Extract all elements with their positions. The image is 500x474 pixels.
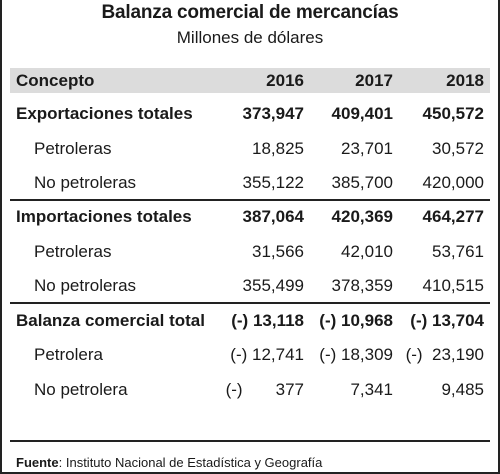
section-divider (10, 302, 490, 304)
table-subtitle: Millones de dólares (176, 28, 324, 47)
row-label-exportaciones-totales: Exportaciones totales (16, 104, 193, 123)
row-label-petrolera: Petrolera (34, 345, 103, 364)
source-note: Fuente: Instituto Nacional de Estadístic… (16, 455, 322, 470)
table-cell: (-) 12,741 (230, 345, 304, 364)
table-cell: 53,761 (432, 242, 484, 261)
row-label-petroleras-imp: Petroleras (34, 242, 112, 261)
table-cell: 9,485 (441, 380, 484, 399)
section-divider (10, 199, 490, 201)
source-text: : Instituto Nacional de Estadística y Ge… (58, 455, 323, 470)
table-title: Balanza comercial de mercancías (101, 2, 399, 23)
header-year-2018: 2018 (446, 71, 484, 90)
table-cell: 42,010 (341, 242, 393, 261)
table-cell: (-) 23,190 (405, 345, 484, 364)
source-label: Fuente (16, 455, 59, 470)
footer-divider (10, 440, 490, 442)
table-cell: 410,515 (422, 276, 484, 295)
row-label-no-petroleras-imp: No petroleras (34, 276, 137, 295)
table-cell: 387,064 (242, 207, 304, 226)
table-cell: 7,341 (350, 380, 393, 399)
table-cell: 18,825 (252, 139, 304, 158)
table-cell: (-) 13,118 (231, 311, 304, 330)
header-row (10, 68, 490, 93)
table-cell: 355,122 (242, 173, 304, 192)
table-cell: 30,572 (432, 139, 484, 158)
table-cell: 420,000 (422, 173, 484, 192)
table-cell: (-) 13,704 (410, 311, 484, 330)
table-cell: 373,947 (242, 104, 304, 123)
table-cell: 31,566 (252, 242, 304, 261)
row-label-no-petrolera: No petrolera (34, 380, 128, 399)
row-label-balanza-comercial-total: Balanza comercial total (16, 311, 205, 330)
table-cell: (-) 18,309 (319, 345, 393, 364)
table-cell: 464,277 (422, 207, 484, 226)
table-cell: 450,572 (422, 104, 484, 123)
header-year-2017: 2017 (355, 71, 393, 90)
table-cell: 355,499 (242, 276, 304, 295)
header-year-2016: 2016 (266, 71, 304, 90)
row-label-importaciones-totales: Importaciones totales (16, 207, 192, 226)
row-label-petroleras-exp: Petroleras (34, 139, 112, 158)
table-cell: 378,359 (331, 276, 393, 295)
table-cell: 409,401 (331, 104, 393, 123)
table-cell: 385,700 (331, 173, 393, 192)
header-concept: Concepto (16, 71, 95, 90)
table-cell: (-) 377 (225, 380, 304, 399)
table-cell: (-) 10,968 (319, 311, 393, 330)
row-label-no-petroleras-exp: No petroleras (34, 173, 137, 192)
table-cell: 420,369 (331, 207, 393, 226)
table-cell: 23,701 (341, 139, 393, 158)
